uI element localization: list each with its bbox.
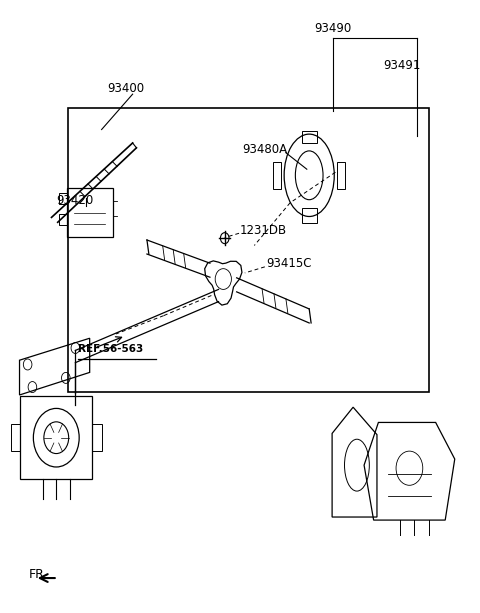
Text: REF.56-563: REF.56-563 <box>78 345 143 354</box>
Bar <box>67 188 113 237</box>
Bar <box>11 424 21 451</box>
Text: 93490: 93490 <box>314 22 352 36</box>
Text: 93415C: 93415C <box>266 257 312 270</box>
Bar <box>21 396 92 479</box>
Text: FR.: FR. <box>29 568 48 582</box>
Text: 1231DB: 1231DB <box>240 224 287 237</box>
Bar <box>59 193 67 204</box>
Bar <box>301 131 317 143</box>
Text: 93480A: 93480A <box>242 143 288 156</box>
Text: 93491: 93491 <box>384 59 421 72</box>
Bar <box>301 208 317 223</box>
Bar <box>59 215 67 226</box>
Text: 93420: 93420 <box>57 194 94 207</box>
Bar <box>92 424 102 451</box>
Bar <box>274 162 281 189</box>
Bar <box>337 162 345 189</box>
Text: 93400: 93400 <box>107 82 144 94</box>
